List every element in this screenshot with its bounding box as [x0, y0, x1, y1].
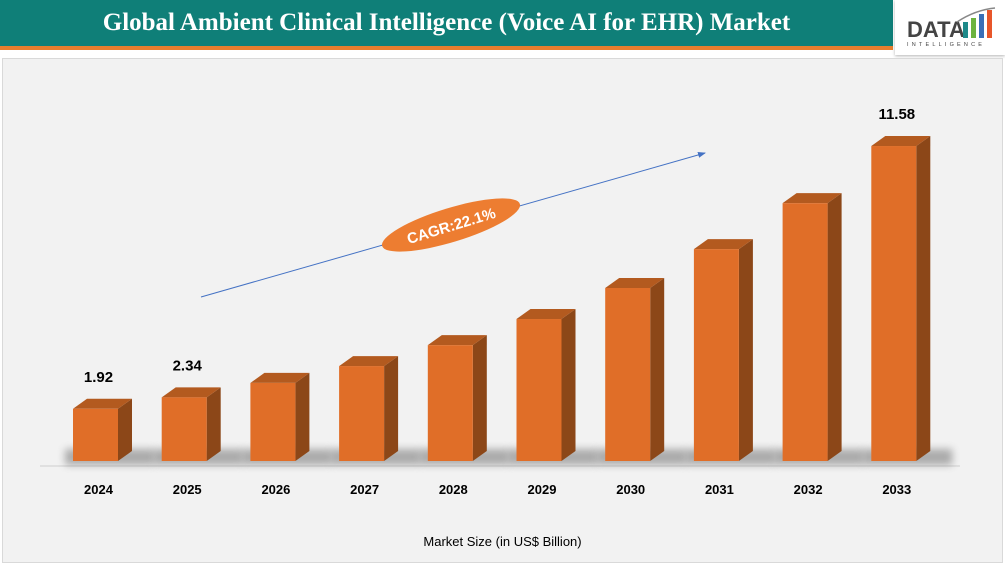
- data-label: 1.92: [84, 369, 113, 386]
- bar-side: [561, 309, 576, 461]
- x-tick-label: 2025: [173, 482, 202, 497]
- bar-2024: [73, 408, 118, 461]
- bar-2031: [693, 249, 739, 461]
- bar-side: [916, 136, 931, 462]
- x-tick-label: 2030: [616, 482, 645, 497]
- title-bar: Global Ambient Clinical Intelligence (Vo…: [0, 0, 893, 50]
- logo: DATA INTELLIGENCE: [895, 0, 1005, 55]
- bar-side: [118, 398, 132, 461]
- svg-text:DATA: DATA: [907, 17, 965, 42]
- bar-2032: [782, 203, 828, 462]
- bar-2027: [339, 366, 385, 461]
- bar-top: [427, 335, 487, 346]
- bar-top: [871, 136, 931, 147]
- bar-side: [827, 193, 842, 462]
- x-tick-label: 2026: [261, 482, 290, 497]
- bar-side: [650, 278, 665, 461]
- bar-top: [250, 372, 310, 383]
- bar-side: [384, 356, 399, 461]
- data-intelligence-logo: DATA INTELLIGENCE: [907, 7, 996, 48]
- bar-side: [295, 372, 310, 461]
- x-tick-label: 2033: [882, 482, 911, 497]
- bar-top: [693, 239, 753, 250]
- x-tick-label: 2029: [528, 482, 557, 497]
- bar-top: [339, 356, 399, 367]
- bar-side: [472, 335, 487, 461]
- x-tick-label: 2028: [439, 482, 468, 497]
- data-label: 11.58: [878, 106, 915, 123]
- cagr-badge: [381, 198, 521, 252]
- bar-2029: [516, 319, 562, 461]
- bar-top: [782, 193, 842, 204]
- bar-2025: [161, 397, 207, 461]
- x-tick-label: 2032: [794, 482, 823, 497]
- x-tick-label: 2031: [705, 482, 734, 497]
- bar-2030: [605, 288, 651, 461]
- page-title: Global Ambient Clinical Intelligence (Vo…: [102, 9, 791, 36]
- bar-side: [206, 387, 221, 461]
- bar-2026: [250, 382, 296, 461]
- x-axis-title: Market Size (in US$ Billion): [423, 534, 582, 549]
- bar-2028: [427, 345, 473, 461]
- bar-2033: [871, 146, 917, 462]
- data-label: 2.34: [173, 357, 203, 374]
- bar-top: [161, 387, 221, 398]
- bar-side: [738, 239, 753, 461]
- bar-top: [73, 398, 132, 409]
- x-tick-label: 2024: [84, 482, 114, 497]
- bar-top: [516, 309, 576, 320]
- x-tick-label: 2027: [350, 482, 379, 497]
- svg-text:INTELLIGENCE: INTELLIGENCE: [907, 42, 985, 48]
- bar-top: [605, 278, 665, 289]
